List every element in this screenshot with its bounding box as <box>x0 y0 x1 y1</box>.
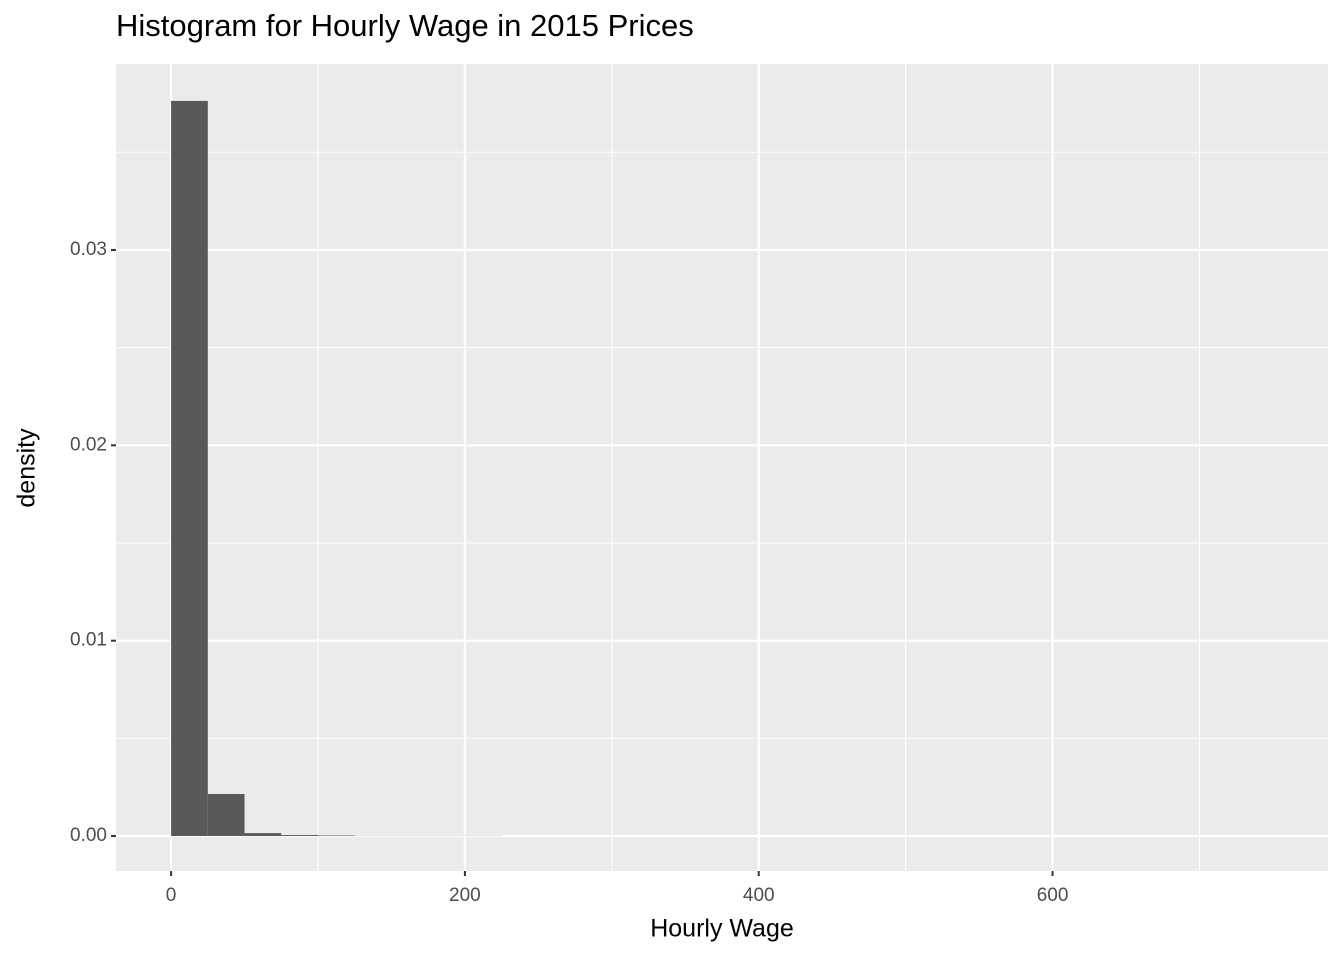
y-axis-title: density <box>13 428 41 508</box>
x-tick-label: 400 <box>743 885 775 906</box>
x-tick-label: 0 <box>166 885 177 906</box>
x-axis-title: Hourly Wage <box>650 915 794 943</box>
y-tick-label: 0.01 <box>70 630 107 651</box>
y-tick-label: 0.00 <box>70 825 107 846</box>
panel <box>116 64 1328 871</box>
bar <box>207 794 245 837</box>
bar <box>318 835 355 837</box>
bar <box>244 833 282 837</box>
bar <box>171 100 208 837</box>
x-tick-label: 600 <box>1037 885 1069 906</box>
x-tick-label: 200 <box>449 885 481 906</box>
y-tick-label: 0.03 <box>70 239 107 260</box>
bar <box>281 835 318 837</box>
chart-title: Histogram for Hourly Wage in 2015 Prices <box>116 8 694 43</box>
y-tick-label: 0.02 <box>70 434 107 455</box>
